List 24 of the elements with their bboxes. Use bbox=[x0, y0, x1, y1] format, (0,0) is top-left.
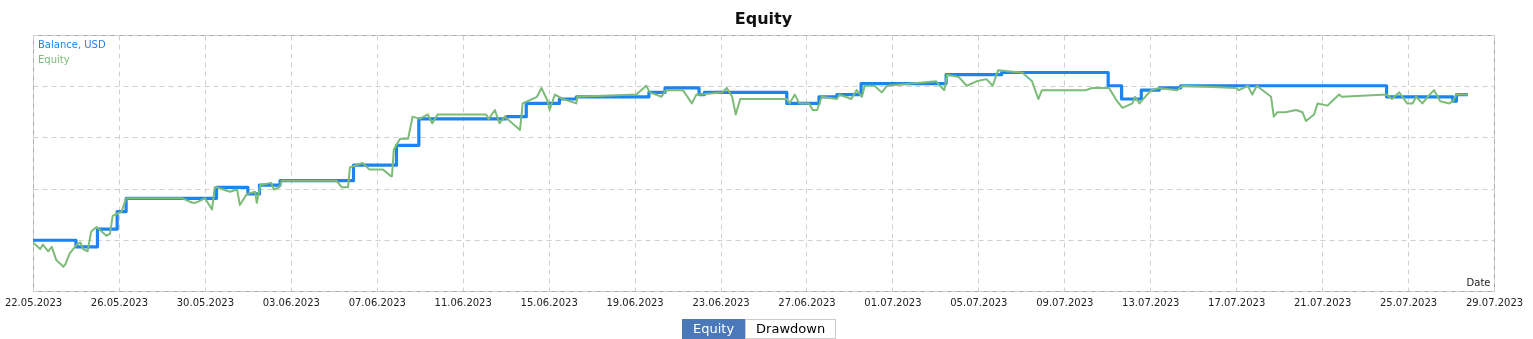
x-tick-label: 26.05.2023 bbox=[90, 296, 149, 308]
x-tick-label: 21.07.2023 bbox=[1293, 296, 1352, 308]
x-tick-label: 13.07.2023 bbox=[1122, 296, 1180, 308]
x-tick-label: 23.06.2023 bbox=[692, 296, 750, 308]
text: Drawdown bbox=[745, 319, 837, 339]
x-tick-label: 09.07.2023 bbox=[1036, 296, 1094, 308]
x-tick-label: 22.05.2023 bbox=[4, 296, 63, 308]
x-tick-label: 29.07.2023 bbox=[1465, 296, 1524, 308]
x-tick-label: 01.07.2023 bbox=[864, 296, 922, 308]
chart-title: Equity bbox=[734, 9, 793, 28]
x-tick-label: 19.06.2023 bbox=[606, 296, 664, 308]
x-tick-label: 05.07.2023 bbox=[950, 296, 1008, 308]
text: Equity bbox=[38, 54, 70, 65]
x-tick-label: 27.06.2023 bbox=[778, 296, 836, 308]
x-tick-label: 30.05.2023 bbox=[176, 296, 235, 308]
x-tick-label: 17.07.2023 bbox=[1208, 296, 1266, 308]
x-tick-label: 15.06.2023 bbox=[520, 296, 578, 308]
x-tick-label: 03.06.2023 bbox=[262, 296, 320, 308]
x-tick-label: 25.07.2023 bbox=[1379, 296, 1438, 308]
x-tick-label: 07.06.2023 bbox=[348, 296, 406, 308]
x-axis-title: Date bbox=[1466, 276, 1491, 288]
text: Balance, USD bbox=[38, 39, 106, 50]
text: Equity bbox=[682, 319, 746, 339]
x-tick-label: 11.06.2023 bbox=[434, 296, 492, 308]
